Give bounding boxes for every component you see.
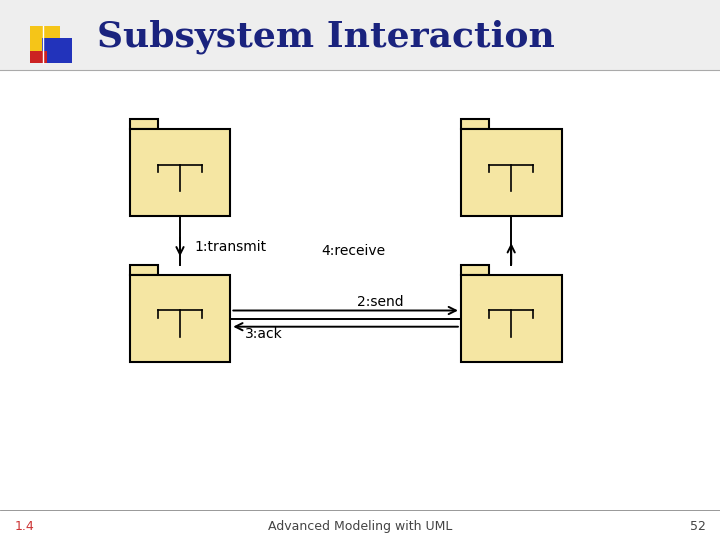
Text: 3:ack: 3:ack: [245, 327, 282, 341]
Text: 1.4: 1.4: [14, 520, 34, 533]
Bar: [30, 51, 47, 63]
Bar: [0, 0, 720, 70]
Text: Subsystem Interaction: Subsystem Interaction: [97, 19, 555, 54]
Bar: [130, 275, 230, 362]
Text: 52: 52: [690, 520, 706, 533]
Text: Advanced Modeling with UML: Advanced Modeling with UML: [268, 520, 452, 533]
Bar: [130, 130, 230, 216]
Text: 4:receive: 4:receive: [321, 244, 385, 258]
Text: 2:send: 2:send: [356, 295, 403, 309]
Bar: [130, 119, 158, 130]
Bar: [461, 119, 489, 130]
Text: 1:transmit: 1:transmit: [194, 240, 266, 254]
Bar: [461, 265, 489, 275]
Bar: [30, 26, 60, 51]
Bar: [130, 265, 158, 275]
Bar: [42, 38, 72, 63]
Bar: [461, 130, 562, 216]
Bar: [461, 275, 562, 362]
